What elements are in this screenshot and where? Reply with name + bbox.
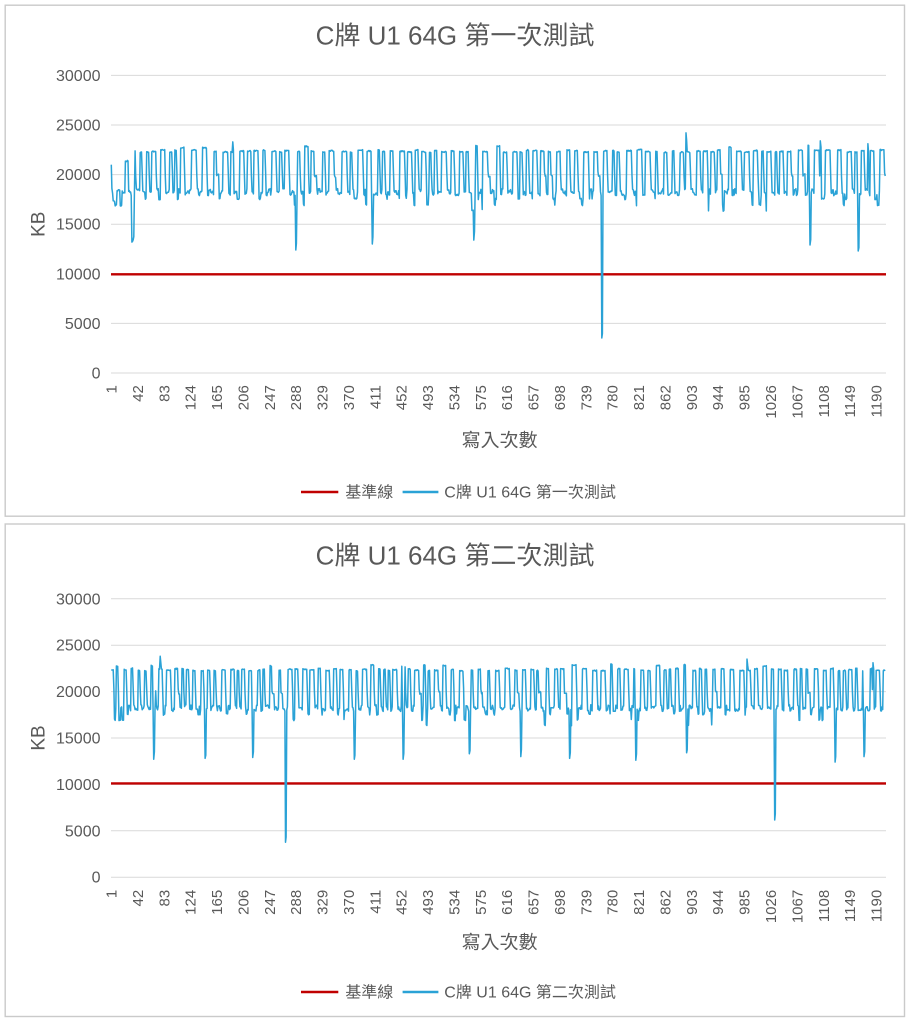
svg-text:903: 903	[684, 385, 701, 410]
svg-text:KB: KB	[29, 212, 50, 237]
svg-text:493: 493	[420, 890, 437, 915]
svg-text:370: 370	[341, 385, 358, 410]
svg-text:25000: 25000	[56, 118, 101, 135]
svg-text:452: 452	[394, 385, 411, 410]
svg-text:C: C	[444, 985, 456, 1002]
svg-text:83: 83	[156, 890, 173, 907]
svg-text:C: C	[444, 485, 456, 502]
svg-text:64G: 64G	[408, 20, 457, 50]
svg-text:1: 1	[104, 890, 121, 898]
svg-text:20000: 20000	[56, 684, 101, 701]
svg-text:1026: 1026	[763, 385, 780, 418]
svg-text:1067: 1067	[789, 385, 806, 418]
svg-text:657: 657	[526, 385, 543, 410]
svg-text:U1: U1	[476, 485, 497, 502]
svg-text:U1: U1	[476, 985, 497, 1002]
svg-text:862: 862	[658, 385, 675, 410]
svg-text:5000: 5000	[65, 316, 101, 333]
svg-text:534: 534	[446, 385, 463, 410]
svg-text:C: C	[316, 20, 335, 50]
svg-text:575: 575	[473, 385, 490, 410]
svg-text:30000: 30000	[56, 68, 101, 85]
svg-text:452: 452	[394, 890, 411, 915]
svg-text:739: 739	[578, 385, 595, 410]
svg-text:288: 288	[288, 890, 305, 915]
svg-text:1149: 1149	[842, 890, 859, 922]
svg-text:25000: 25000	[56, 638, 101, 655]
svg-text:329: 329	[315, 385, 332, 410]
svg-text:370: 370	[341, 890, 358, 915]
svg-text:698: 698	[552, 385, 569, 410]
svg-text:15000: 15000	[56, 731, 101, 748]
svg-text:30000: 30000	[56, 591, 101, 608]
svg-text:20000: 20000	[56, 167, 101, 184]
svg-text:U1: U1	[368, 540, 401, 570]
svg-text:616: 616	[499, 385, 516, 410]
svg-text:1190: 1190	[869, 385, 886, 417]
svg-text:493: 493	[420, 385, 437, 410]
svg-text:0: 0	[92, 870, 101, 887]
svg-text:1108: 1108	[816, 890, 833, 922]
svg-text:206: 206	[235, 385, 252, 410]
svg-text:C: C	[316, 540, 335, 570]
svg-text:944: 944	[710, 385, 727, 410]
svg-text:10000: 10000	[56, 266, 101, 283]
svg-text:411: 411	[367, 890, 384, 914]
svg-text:15000: 15000	[56, 217, 101, 234]
svg-text:5000: 5000	[65, 823, 101, 840]
svg-text:124: 124	[183, 385, 200, 410]
svg-text:821: 821	[631, 385, 648, 410]
svg-text:944: 944	[710, 890, 727, 915]
svg-text:247: 247	[262, 385, 279, 410]
svg-text:780: 780	[605, 890, 622, 915]
svg-text:985: 985	[737, 385, 754, 410]
svg-text:0: 0	[92, 366, 101, 383]
svg-text:1149: 1149	[842, 385, 859, 417]
svg-text:64G: 64G	[408, 540, 457, 570]
svg-text:83: 83	[156, 385, 173, 402]
svg-text:657: 657	[526, 890, 543, 915]
svg-text:42: 42	[130, 385, 147, 402]
svg-text:1108: 1108	[816, 385, 833, 417]
svg-text:1190: 1190	[869, 890, 886, 922]
svg-text:534: 534	[446, 890, 463, 915]
svg-text:165: 165	[209, 385, 226, 410]
svg-text:411: 411	[367, 385, 384, 409]
svg-text:739: 739	[578, 890, 595, 915]
svg-text:10000: 10000	[56, 777, 101, 794]
svg-text:KB: KB	[29, 725, 50, 750]
svg-text:862: 862	[658, 890, 675, 915]
svg-text:206: 206	[235, 890, 252, 915]
svg-text:698: 698	[552, 890, 569, 915]
svg-text:42: 42	[130, 890, 147, 907]
svg-text:1067: 1067	[789, 890, 806, 923]
svg-text:903: 903	[684, 890, 701, 915]
svg-text:1: 1	[104, 385, 121, 393]
svg-text:124: 124	[183, 890, 200, 915]
svg-text:821: 821	[631, 890, 648, 915]
svg-text:U1: U1	[368, 20, 401, 50]
svg-text:575: 575	[473, 890, 490, 915]
svg-text:64G: 64G	[501, 985, 531, 1002]
svg-text:165: 165	[209, 890, 226, 915]
svg-text:64G: 64G	[501, 485, 531, 502]
svg-text:288: 288	[288, 385, 305, 410]
svg-text:1026: 1026	[763, 890, 780, 923]
svg-text:616: 616	[499, 890, 516, 915]
svg-text:247: 247	[262, 890, 279, 915]
svg-text:985: 985	[737, 890, 754, 915]
svg-text:329: 329	[315, 890, 332, 915]
svg-text:780: 780	[605, 385, 622, 410]
